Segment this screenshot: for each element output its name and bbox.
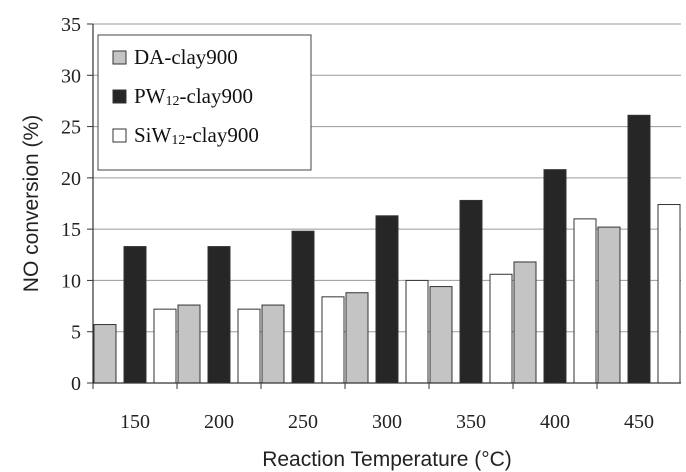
bar-da-clay900-400 [513, 261, 537, 384]
bar-pw12-clay900-250 [291, 230, 315, 384]
bar-da-clay900-150 [93, 324, 117, 384]
y-tick-label: 5 [71, 322, 81, 344]
legend-label: SiW12-clay900 [134, 123, 259, 148]
legend-swatch [112, 50, 127, 65]
bar-pw12-clay900-300 [375, 215, 399, 384]
x-tick-label: 450 [624, 411, 654, 433]
bar-pw12-clay900-350 [459, 199, 483, 384]
y-tick-label: 20 [61, 168, 81, 190]
bar-siw12-clay900-400 [573, 218, 597, 384]
bar-siw12-clay900-450 [657, 204, 681, 384]
bar-pw12-clay900-150 [123, 246, 147, 384]
x-tick-label: 150 [120, 411, 150, 433]
bar-da-clay900-300 [345, 292, 369, 384]
tick-labels: 0 5 10 15 20 25 30 35 150 200 250 300 350 400 450 [61, 14, 654, 433]
legend-box [97, 34, 312, 171]
bar-siw12-clay900-250 [321, 296, 345, 384]
bar-siw12-clay900-300 [405, 279, 429, 384]
y-tick-label: 35 [61, 14, 81, 36]
bar-da-clay900-250 [261, 304, 285, 384]
bar-da-clay900-350 [429, 286, 453, 384]
bar-da-clay900-450 [597, 226, 621, 384]
x-tick-label: 350 [456, 411, 486, 433]
bar-siw12-clay900-200 [237, 308, 261, 384]
bars [93, 114, 681, 384]
y-tick-label: 30 [61, 65, 81, 87]
x-tick-label: 250 [288, 411, 318, 433]
y-tick-label: 25 [61, 117, 81, 139]
bar-pw12-clay900-450 [627, 114, 651, 384]
bar-da-clay900-200 [177, 304, 201, 384]
x-axis-title: Reaction Temperature (°C) [262, 448, 512, 471]
legend-label-main: SiW [134, 123, 172, 147]
legend-swatch [112, 89, 127, 104]
x-tick-label: 200 [204, 411, 234, 433]
legend-swatch [112, 128, 127, 143]
legend-label-main: DA-clay900 [134, 45, 238, 69]
bar-pw12-clay900-200 [207, 246, 231, 384]
y-tick-label: 0 [71, 373, 81, 395]
bar-siw12-clay900-350 [489, 273, 513, 384]
legend-label-main: PW [134, 84, 166, 108]
legend-label-subscript: 12 [171, 133, 185, 148]
legend-label-subscript: 12 [166, 94, 180, 109]
legend-label-tail: -clay900 [185, 123, 258, 147]
y-tick-label: 10 [61, 270, 81, 292]
y-tick-label: 15 [61, 219, 81, 241]
legend-label: DA-clay900 [134, 45, 238, 69]
legend-label-tail: -clay900 [180, 84, 253, 108]
bar-pw12-clay900-400 [543, 169, 567, 384]
bar-siw12-clay900-150 [153, 308, 177, 384]
x-tick-label: 300 [372, 411, 402, 433]
x-tick-label: 400 [540, 411, 570, 433]
y-axis-title: NO conversion (%) [20, 115, 43, 292]
axes [87, 23, 681, 389]
legend-label: PW12-clay900 [134, 84, 253, 109]
